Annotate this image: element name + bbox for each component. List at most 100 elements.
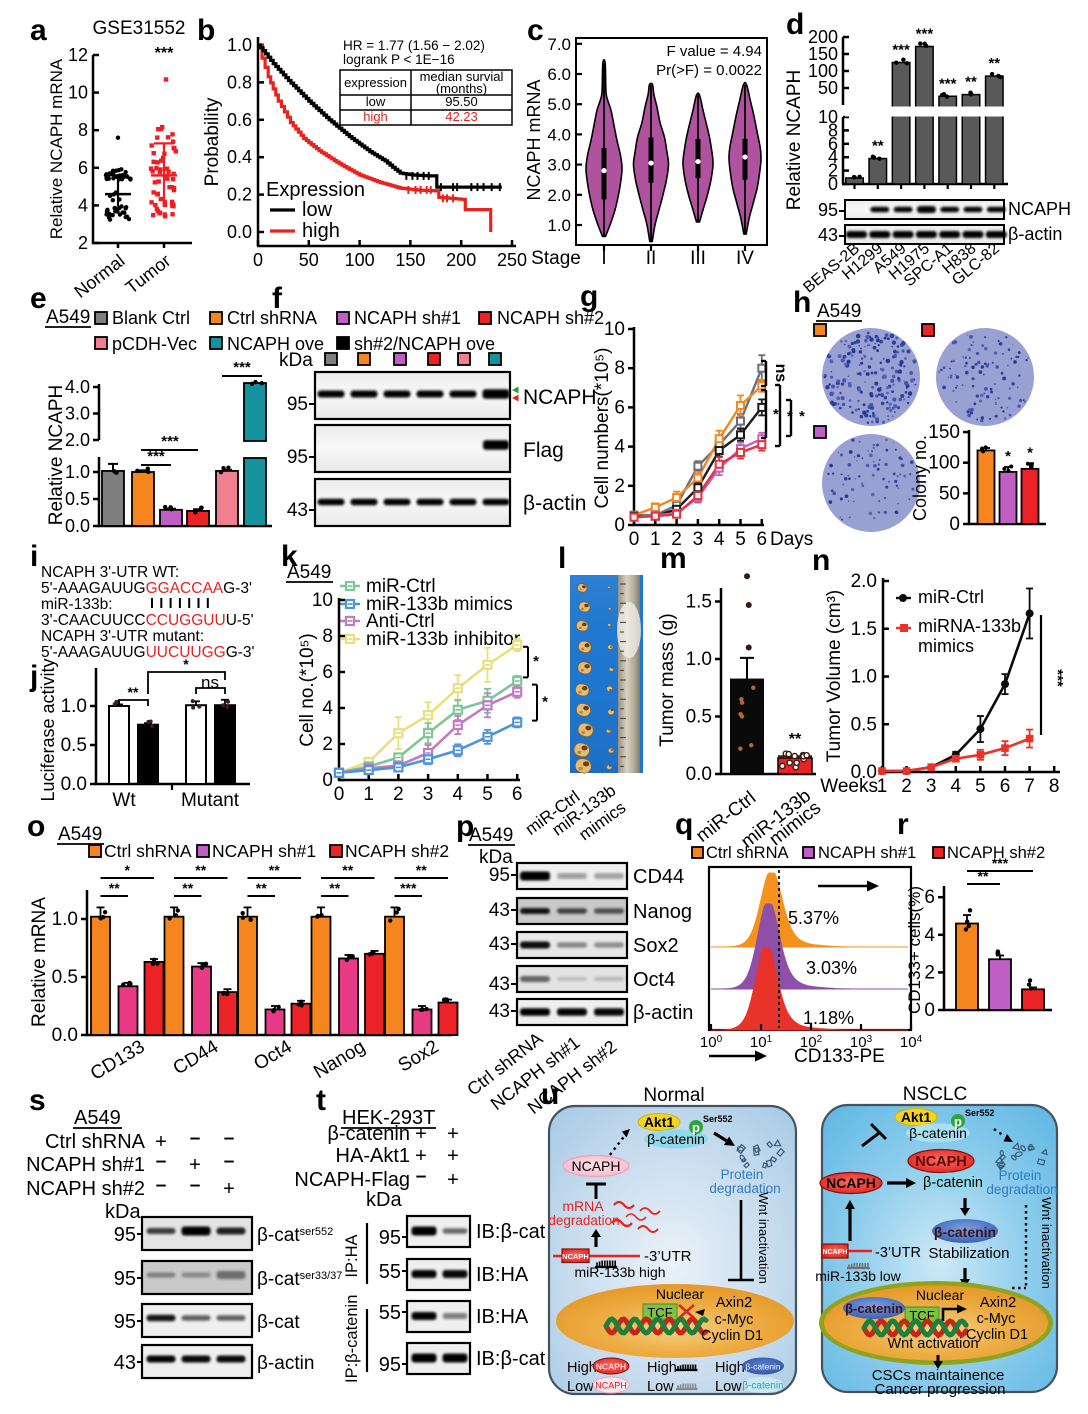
svg-text:95: 95 — [818, 200, 838, 220]
svg-text:+: + — [447, 1123, 459, 1145]
svg-text:8: 8 — [614, 358, 625, 379]
svg-text:kDa: kDa — [279, 350, 313, 371]
svg-text:3.0: 3.0 — [65, 404, 90, 424]
svg-text:degradation: degradation — [986, 1182, 1057, 1197]
svg-text:6: 6 — [924, 887, 935, 908]
svg-text:–: – — [416, 1166, 427, 1187]
svg-text:NCAPH: NCAPH — [523, 386, 597, 409]
svg-text:**: ** — [269, 862, 280, 878]
svg-text:Nuclear: Nuclear — [916, 1287, 965, 1303]
svg-text:10: 10 — [818, 107, 838, 127]
svg-text:50: 50 — [939, 483, 960, 504]
svg-text:F value = 4.94: F value = 4.94 — [667, 43, 762, 60]
svg-text:6: 6 — [757, 529, 768, 550]
svg-text:**: ** — [128, 684, 139, 700]
svg-text:degradation: degradation — [709, 1181, 780, 1196]
svg-text:IV: IV — [736, 248, 754, 269]
svg-text:3.0: 3.0 — [547, 156, 571, 175]
svg-text:Sox2: Sox2 — [633, 935, 679, 957]
svg-text:o: o — [27, 810, 45, 843]
svg-text:43: 43 — [489, 934, 510, 955]
svg-text:*: * — [1005, 448, 1011, 465]
svg-text:kDa: kDa — [366, 1189, 402, 1211]
svg-text:1: 1 — [363, 784, 374, 805]
svg-text:median survial: median survial — [420, 69, 504, 84]
svg-text:CD44: CD44 — [170, 1036, 223, 1079]
svg-text:101: 101 — [750, 1034, 773, 1052]
svg-text:4: 4 — [453, 784, 464, 805]
svg-text:0.5: 0.5 — [851, 714, 877, 735]
svg-text:95.50: 95.50 — [445, 94, 478, 109]
svg-text:**: ** — [789, 731, 802, 748]
svg-text:+: + — [415, 1123, 427, 1145]
svg-text:8: 8 — [322, 626, 333, 647]
svg-text:+: + — [447, 1145, 459, 1167]
svg-text:High: High — [647, 1360, 677, 1376]
svg-text:c-Myc: c-Myc — [977, 1311, 1016, 1327]
svg-text:+: + — [447, 1169, 459, 1191]
svg-text:+: + — [155, 1131, 167, 1153]
svg-text:1.0: 1.0 — [61, 696, 87, 717]
svg-text:Ser552: Ser552 — [965, 1108, 995, 1118]
svg-text:Anti-Ctrl: Anti-Ctrl — [366, 611, 435, 632]
svg-text:NCAPH sh#1: NCAPH sh#1 — [212, 841, 316, 861]
svg-text:*: * — [799, 408, 805, 425]
svg-text:***: *** — [992, 855, 1009, 871]
svg-text:A549: A549 — [58, 824, 102, 845]
svg-text:6: 6 — [1000, 776, 1011, 797]
svg-text:Sox2: Sox2 — [395, 1036, 443, 1076]
svg-text:0.5: 0.5 — [686, 707, 712, 728]
svg-text:2.0: 2.0 — [65, 430, 90, 450]
svg-text:0: 0 — [322, 770, 333, 791]
svg-text:6: 6 — [78, 158, 88, 178]
svg-text:Wnt inactivation: Wnt inactivation — [756, 1192, 771, 1284]
svg-text:**: ** — [256, 880, 267, 896]
svg-text:β-catenin: β-catenin — [934, 1224, 996, 1240]
svg-text:0.5: 0.5 — [61, 735, 87, 756]
svg-text:Relative NCAPH: Relative NCAPH — [46, 385, 67, 525]
svg-text:*: * — [183, 656, 189, 672]
svg-text:0.0: 0.0 — [52, 1025, 78, 1046]
svg-text:43: 43 — [818, 225, 838, 245]
svg-text:low: low — [366, 94, 386, 109]
svg-text:2: 2 — [393, 784, 404, 805]
svg-text:***: *** — [916, 26, 934, 43]
svg-text:Low: Low — [715, 1379, 742, 1395]
svg-text:TCF: TCF — [647, 1305, 672, 1320]
svg-text:low: low — [302, 199, 333, 221]
svg-text:s: s — [29, 1084, 46, 1117]
svg-text:f: f — [272, 282, 283, 315]
svg-text:NCAPH ove: NCAPH ove — [227, 334, 324, 354]
svg-text:95: 95 — [114, 1268, 136, 1290]
svg-text:6.0: 6.0 — [547, 65, 571, 84]
svg-text:A549: A549 — [46, 307, 90, 328]
svg-text:6: 6 — [322, 662, 333, 683]
svg-text:A549: A549 — [287, 562, 331, 583]
svg-text:NCAPH: NCAPH — [915, 1154, 967, 1170]
svg-text:95: 95 — [489, 865, 510, 886]
svg-text:Flag: Flag — [523, 439, 564, 462]
svg-text:250: 250 — [497, 250, 527, 270]
svg-text:4.0: 4.0 — [65, 377, 90, 397]
svg-text:Ctrl shRNA: Ctrl shRNA — [104, 841, 192, 861]
svg-text:5: 5 — [735, 529, 746, 550]
svg-text:6: 6 — [512, 784, 523, 805]
svg-text:Tumor: Tumor — [122, 250, 175, 297]
svg-text:β-catenin: β-catenin — [647, 1131, 705, 1147]
svg-text:Protein: Protein — [721, 1167, 764, 1182]
svg-text:miR-133b:: miR-133b: — [41, 596, 113, 613]
svg-text:4: 4 — [714, 529, 725, 550]
svg-text:50: 50 — [818, 78, 838, 98]
svg-text:expression: expression — [344, 75, 407, 90]
svg-text:High: High — [567, 1360, 597, 1376]
svg-text:-3’UTR: -3’UTR — [875, 1245, 921, 1261]
svg-text:7: 7 — [1024, 776, 1035, 797]
svg-text:Cell numbers(*10⁵): Cell numbers(*10⁵) — [592, 348, 613, 509]
svg-text:**: ** — [872, 138, 884, 155]
svg-text:Nanog: Nanog — [633, 901, 692, 923]
svg-text:Colony no.: Colony no. — [910, 435, 930, 521]
svg-text:150: 150 — [808, 44, 838, 64]
svg-text:b: b — [197, 14, 215, 47]
svg-text:Oct4: Oct4 — [633, 969, 675, 991]
svg-text:β-actin: β-actin — [633, 1002, 693, 1024]
